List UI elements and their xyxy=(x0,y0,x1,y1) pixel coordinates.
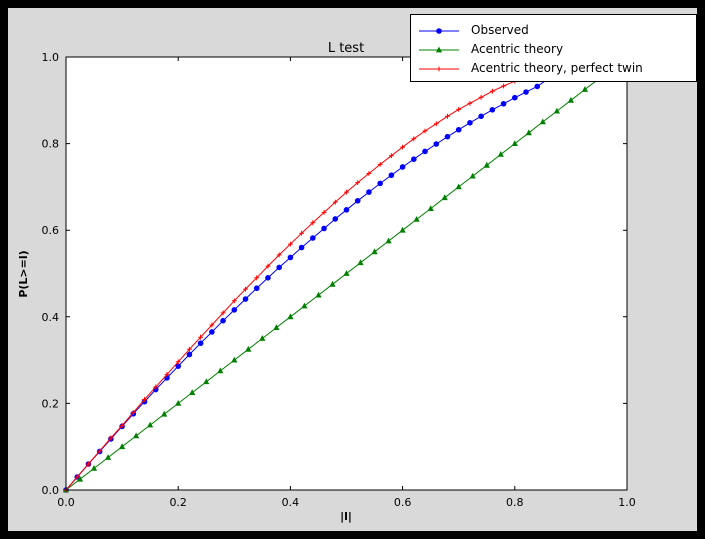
marker-circle xyxy=(354,197,361,204)
marker-circle xyxy=(310,235,316,241)
legend-entry: Acentric theory, perfect twin xyxy=(417,58,690,77)
marker-circle xyxy=(276,264,282,271)
marker-circle xyxy=(500,100,507,107)
marker-circle xyxy=(253,285,260,292)
y-tick-label: 0.8 xyxy=(42,138,60,151)
marker-circle xyxy=(455,126,462,133)
y-tick-label: 1.0 xyxy=(42,51,60,64)
marker-circle xyxy=(512,94,518,101)
marker-circle xyxy=(534,83,541,90)
marker-circle xyxy=(478,113,484,120)
marker-circle xyxy=(287,254,294,261)
marker-circle xyxy=(175,363,181,369)
marker-circle xyxy=(388,172,395,179)
marker-circle xyxy=(467,120,473,126)
y-tick-label: 0.6 xyxy=(42,224,60,237)
marker-circle xyxy=(377,180,383,187)
x-tick-label: 1.0 xyxy=(618,496,636,509)
marker-circle xyxy=(332,216,339,222)
y-tick-label: 0.0 xyxy=(42,484,60,497)
x-tick-label: 0.0 xyxy=(57,496,75,509)
x-tick-label: 0.2 xyxy=(169,496,187,509)
legend-entry: Acentric theory xyxy=(417,39,690,58)
marker-circle xyxy=(242,296,249,302)
marker-circle xyxy=(523,89,529,95)
marker-circle xyxy=(231,307,238,313)
x-axis-label: |l| xyxy=(340,510,352,523)
legend-entry: Observed xyxy=(417,20,690,39)
marker-circle xyxy=(489,107,496,113)
tick-marks xyxy=(65,56,628,491)
marker-circle xyxy=(321,225,327,232)
series-line-plus xyxy=(65,68,549,491)
legend-triangle-swatch-icon xyxy=(417,42,461,56)
plot-area: 0.0 0.2 0.4 0.6 0.8 1.0 0.0 0.2 0.4 0.6 0.8 1.0 xyxy=(42,51,636,509)
marker-circle xyxy=(343,207,350,213)
x-tick-label: 0.8 xyxy=(506,496,524,509)
marker-circle xyxy=(366,189,372,195)
marker-circle xyxy=(186,351,193,358)
marker-circle xyxy=(220,317,226,324)
axes-frame xyxy=(65,56,628,491)
y-tick-label: 0.2 xyxy=(42,397,60,410)
figure-canvas: 0.0 0.2 0.4 0.6 0.8 1.0 0.0 0.2 0.4 0.6 0.8 1.0 L t… xyxy=(8,8,697,531)
y-axis-label: P(L>=l) xyxy=(17,250,30,297)
series-line-triangle xyxy=(65,67,614,491)
x-tick-label: 0.6 xyxy=(394,496,412,509)
legend-label: Acentric theory xyxy=(471,41,564,56)
y-tick-label: 0.4 xyxy=(42,311,60,324)
marker-circle xyxy=(411,156,417,162)
marker-circle xyxy=(265,275,271,281)
chart-title: L test xyxy=(328,41,364,56)
marker-circle xyxy=(298,244,305,251)
legend-label: Acentric theory, perfect twin xyxy=(471,60,643,75)
legend: Observed Acentric theory Acentric theory, … xyxy=(410,14,697,82)
marker-circle xyxy=(399,164,406,170)
marker-circle xyxy=(433,141,440,147)
plot-svg: 0.0 0.2 0.4 0.6 0.8 1.0 0.0 0.2 0.4 0.6 0.8 1.0 L t… xyxy=(17,41,636,523)
marker-circle xyxy=(197,340,204,347)
legend-plus-swatch-icon xyxy=(417,61,461,75)
x-tick-label: 0.4 xyxy=(282,496,300,509)
legend-circle-swatch-icon xyxy=(417,23,461,37)
marker-circle xyxy=(209,329,215,335)
marker-circle xyxy=(422,148,428,155)
marker-circle xyxy=(444,133,451,140)
legend-label: Observed xyxy=(471,22,529,37)
